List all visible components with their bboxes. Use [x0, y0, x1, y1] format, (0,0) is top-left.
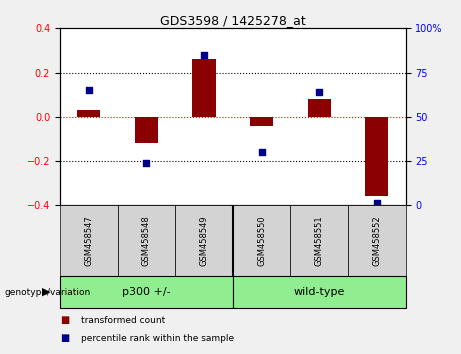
FancyBboxPatch shape	[118, 205, 175, 276]
Text: ■: ■	[60, 333, 69, 343]
Bar	[365, 117, 388, 196]
FancyBboxPatch shape	[60, 276, 233, 308]
Text: wild-type: wild-type	[294, 287, 345, 297]
Text: transformed count: transformed count	[81, 316, 165, 325]
Text: p300 +/-: p300 +/-	[122, 287, 171, 297]
Text: GSM458549: GSM458549	[200, 215, 208, 266]
Bar	[250, 117, 273, 126]
Point	[258, 149, 266, 155]
Point	[373, 200, 381, 206]
Point	[85, 87, 92, 93]
FancyBboxPatch shape	[175, 205, 233, 276]
Title: GDS3598 / 1425278_at: GDS3598 / 1425278_at	[160, 14, 306, 27]
Text: GSM458552: GSM458552	[372, 215, 381, 266]
Text: genotype/variation: genotype/variation	[5, 287, 91, 297]
Bar	[77, 110, 100, 117]
Point	[315, 90, 323, 95]
Text: ▶: ▶	[42, 287, 51, 297]
Text: percentile rank within the sample: percentile rank within the sample	[81, 333, 234, 343]
Bar	[308, 99, 331, 117]
Bar	[135, 117, 158, 143]
FancyBboxPatch shape	[233, 276, 406, 308]
FancyBboxPatch shape	[290, 205, 348, 276]
Point	[200, 52, 207, 58]
FancyBboxPatch shape	[348, 205, 406, 276]
Text: GSM458548: GSM458548	[142, 215, 151, 266]
Text: GSM458547: GSM458547	[84, 215, 93, 266]
Text: GSM458550: GSM458550	[257, 215, 266, 266]
FancyBboxPatch shape	[60, 205, 118, 276]
Text: GSM458551: GSM458551	[315, 215, 324, 266]
Text: ■: ■	[60, 315, 69, 325]
FancyBboxPatch shape	[233, 205, 290, 276]
Point	[142, 160, 150, 166]
Bar	[193, 59, 216, 117]
